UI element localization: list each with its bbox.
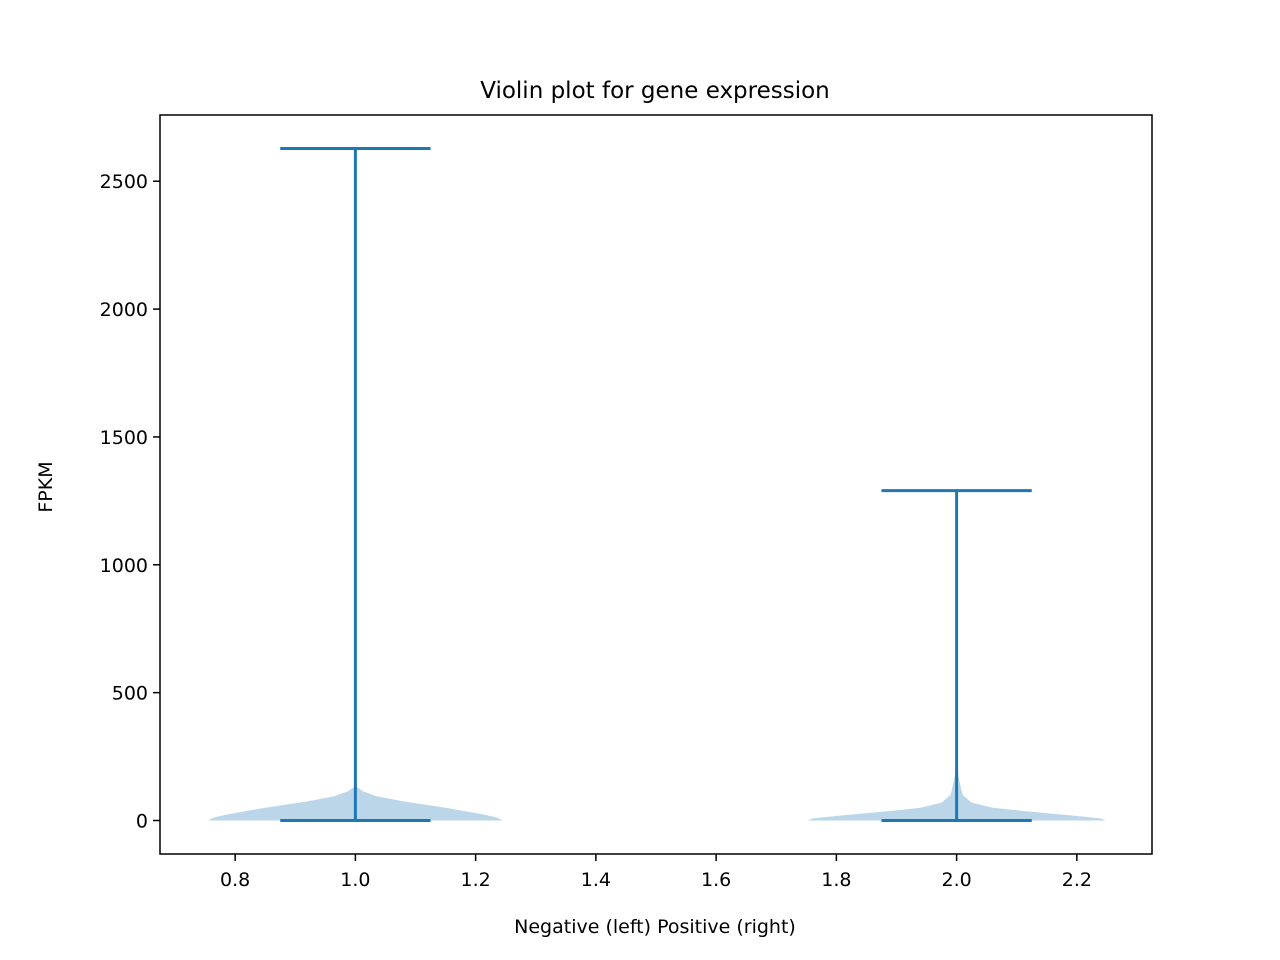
- x-tick-label: 1.0: [340, 869, 370, 891]
- violin-layer: [208, 146, 1106, 823]
- y-tick-label: 500: [112, 683, 148, 705]
- x-tick-label: 0.8: [220, 869, 250, 891]
- x-axis-label: Negative (left) Positive (right): [514, 916, 796, 938]
- x-tick-label: 1.6: [701, 869, 731, 891]
- x-tick-label: 1.2: [461, 869, 491, 891]
- x-tick-label: 1.4: [581, 869, 611, 891]
- plot-frame: [159, 114, 1153, 855]
- x-axis-ticks: 0.8 1.0 1.2 1.4 1.6 1.8 2.0 2.2: [220, 854, 1092, 891]
- x-tick-label: 2.0: [941, 869, 971, 891]
- y-tick-label: 2000: [100, 299, 148, 321]
- chart-title: Violin plot for gene expression: [480, 78, 830, 104]
- y-tick-label: 1500: [100, 427, 148, 449]
- y-tick-label: 2500: [100, 171, 148, 193]
- y-tick-label: 0: [136, 811, 148, 833]
- y-axis-ticks: 0 500 1000 1500 2000 2500: [100, 171, 160, 833]
- x-tick-label: 1.8: [821, 869, 851, 891]
- x-tick-label: 2.2: [1062, 869, 1092, 891]
- y-axis-label: FPKM: [35, 461, 57, 512]
- y-tick-label: 1000: [100, 555, 148, 577]
